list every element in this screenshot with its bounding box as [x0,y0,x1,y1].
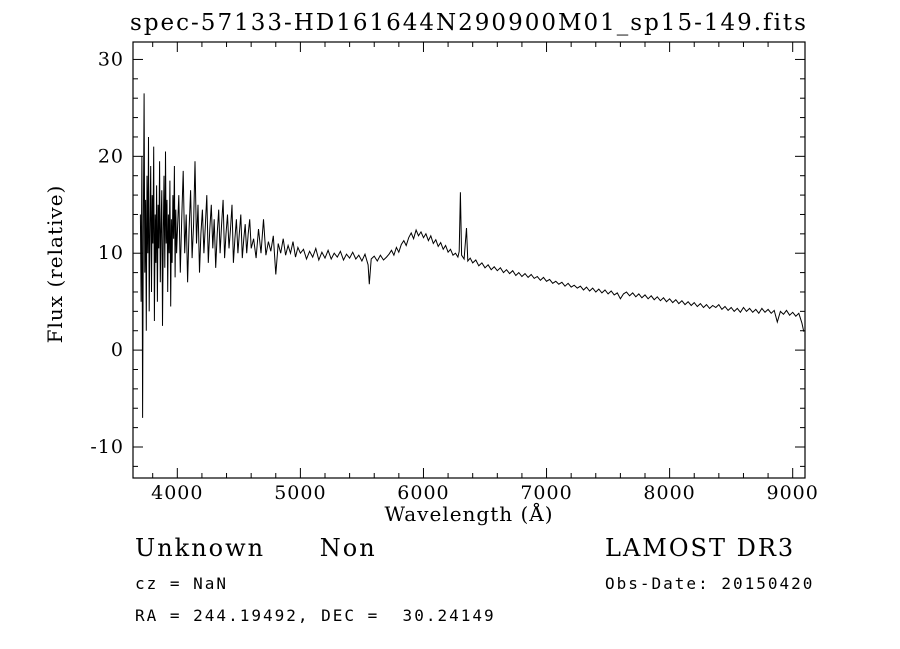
x-tick-label: 5000 [274,482,326,504]
x-tick-label: 6000 [397,482,449,504]
x-tick-label: 4000 [151,482,203,504]
y-tick-label: 0 [111,339,124,361]
ra-dec-coordinates: RA = 244.19492, DEC = 30.24149 [135,606,496,625]
x-tick-label: 8000 [643,482,695,504]
classification-line: Unknown Non [135,534,377,562]
y-tick-label: 10 [98,242,124,264]
x-tick-label: 9000 [767,482,819,504]
x-tick-label: 7000 [520,482,572,504]
y-tick-label: 20 [98,145,124,167]
x-axis-label: Wavelength (Å) [384,502,554,526]
spectrum-line [139,93,805,418]
obs-date: Obs-Date: 20150420 [605,574,815,593]
plot-title: spec-57133-HD161644N290900M01_sp15-149.f… [130,10,808,36]
object-subclass: Non [319,534,377,562]
cz-value: cz = NaN [135,574,229,593]
y-tick-label: -10 [90,436,124,458]
object-class: Unknown [135,534,266,562]
plot-frame [132,41,806,479]
y-tick-label: 30 [98,48,124,70]
survey-label: LAMOST DR3 [605,534,796,562]
